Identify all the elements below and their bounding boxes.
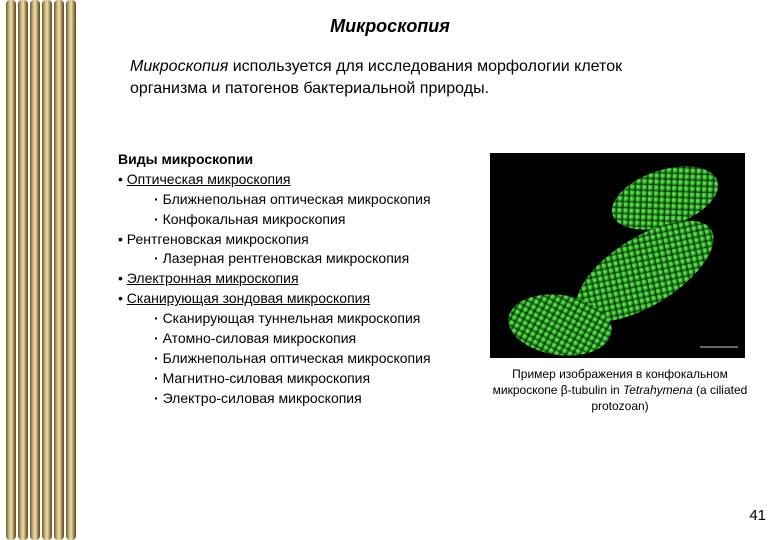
list-item: Сканирующая зондовая микроскопия	[118, 289, 478, 309]
list-item: Электронная микроскопия	[118, 269, 478, 289]
list-subitem: Магнитно-силовая микроскопия	[154, 369, 478, 389]
list-item-label: Оптическая микроскопия	[127, 171, 291, 187]
microscopy-types-list: Виды микроскопии Оптическая микроскопия Б…	[118, 150, 478, 408]
page-number: 41	[749, 507, 766, 524]
intro-text: Микроскопия используется для исследовани…	[130, 56, 670, 99]
list-item-label: Рентгеновская микроскопия	[127, 231, 309, 247]
list-heading: Виды микроскопии	[118, 150, 478, 170]
list-subitem: Электро-силовая микроскопия	[154, 389, 478, 409]
list-subitem: Атомно-силовая микроскопия	[154, 329, 478, 349]
figure: Пример изображения в конфокальном микрос…	[490, 153, 750, 415]
list-subitem: Сканирующая туннельная микроскопия	[154, 309, 478, 329]
figure-caption: Пример изображения в конфокальном микрос…	[490, 366, 750, 415]
decorative-sidebar	[0, 0, 78, 540]
list-subitem: Лазерная рентгеновская микроскопия	[154, 249, 478, 269]
caption-ital: Tetrahymena	[623, 383, 693, 397]
list-item: Оптическая микроскопия	[118, 170, 478, 190]
list-subitem: Ближнепольная оптическая микроскопия	[154, 349, 478, 369]
intro-term: Микроскопия	[130, 58, 228, 75]
page-title: Микроскопия	[0, 16, 780, 37]
confocal-image	[490, 153, 745, 358]
list-subitem: Ближнепольная оптическая микроскопия	[154, 190, 478, 210]
list-item-label: Электронная микроскопия	[127, 270, 299, 286]
list-subitem: Конфокальная микроскопия	[154, 210, 478, 230]
list-item: Рентгеновская микроскопия	[118, 230, 478, 250]
list-item-label: Сканирующая зондовая микроскопия	[127, 290, 370, 306]
